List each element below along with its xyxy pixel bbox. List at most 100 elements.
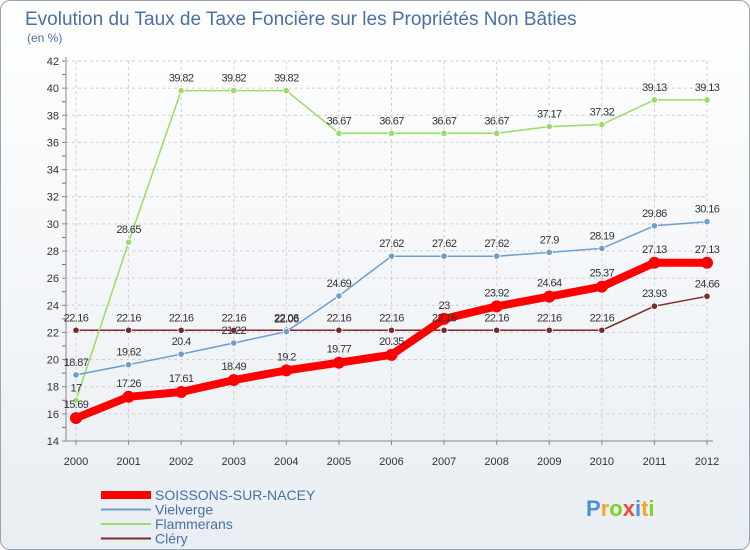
point-label-flammerans: 36.67 — [432, 115, 457, 127]
data-point-soissons-sur-nacey — [280, 364, 293, 377]
data-point-clery — [124, 326, 133, 334]
data-point-flammerans — [703, 96, 711, 104]
point-label-vielverge: 19.62 — [116, 347, 141, 359]
y-tick-label: 40 — [47, 83, 59, 95]
point-label-vielverge: 30.16 — [695, 204, 720, 216]
data-point-vielverge — [72, 371, 80, 379]
data-point-clery — [493, 326, 501, 334]
y-tick-label: 36 — [47, 137, 59, 149]
point-label-vielverge: 28.19 — [590, 230, 615, 242]
x-tick-label: 2007 — [432, 456, 456, 468]
legend-label: Flammerans — [155, 516, 233, 532]
data-point-soissons-sur-nacey — [175, 386, 188, 399]
legend-label: Vielverge — [155, 502, 213, 518]
point-label-soissons-sur-nacey: 24.64 — [537, 278, 562, 290]
point-label-clery: 22.16 — [537, 312, 562, 324]
data-point-clery — [440, 326, 448, 334]
point-label-vielverge: 24.69 — [327, 278, 352, 290]
data-point-soissons-sur-nacey — [701, 256, 713, 269]
data-point-flammerans — [650, 96, 659, 104]
data-point-flammerans — [282, 86, 290, 95]
legend-label: Cléry — [155, 531, 188, 547]
data-point-vielverge — [177, 350, 185, 358]
data-point-soissons-sur-nacey — [543, 290, 556, 303]
x-tick-label: 2012 — [695, 456, 719, 468]
point-label-clery: 22.16 — [116, 312, 141, 324]
point-label-clery: 22.16 — [64, 312, 89, 324]
x-tick-label: 2001 — [116, 456, 140, 468]
x-tick-label: 2006 — [379, 456, 403, 468]
data-point-flammerans — [493, 129, 501, 137]
series-group — [70, 86, 713, 425]
point-label-vielverge: 22.06 — [274, 314, 299, 326]
x-tick-label: 2010 — [590, 456, 614, 468]
point-label-flammerans: 39.13 — [642, 82, 667, 94]
data-point-soissons-sur-nacey — [438, 312, 451, 325]
point-labels: 22.16 22.16 22.16 22.16 22.06 22.16 22.16 22.16… — [64, 73, 721, 411]
point-label-vielverge: 21.22 — [221, 325, 246, 337]
proxiti-logo: Proxiti — [586, 496, 655, 521]
point-label-soissons-sur-nacey: 20.35 — [379, 336, 404, 348]
data-point-flammerans — [177, 86, 185, 95]
point-label-flammerans: 37.17 — [537, 109, 562, 121]
data-point-vielverge — [230, 339, 238, 347]
x-tick-label: 2004 — [274, 456, 298, 468]
data-point-vielverge — [440, 252, 448, 260]
point-label-vielverge: 27.62 — [379, 238, 404, 250]
point-label-flammerans: 39.82 — [274, 73, 299, 85]
data-point-soissons-sur-nacey — [595, 280, 608, 293]
point-label-clery: 22.06 — [274, 312, 299, 324]
data-point-clery — [335, 326, 343, 334]
x-tick-label: 2011 — [643, 456, 667, 468]
point-label-clery: 22.16 — [379, 312, 404, 324]
point-label-soissons-sur-nacey: 19.77 — [327, 344, 352, 356]
point-label-soissons-sur-nacey: 27.13 — [642, 244, 667, 256]
data-point-flammerans — [387, 129, 396, 137]
y-tick-label: 34 — [47, 165, 59, 177]
point-label-flammerans: 39.82 — [169, 73, 194, 85]
data-point-vielverge — [124, 361, 133, 369]
point-label-clery: 22.16 — [432, 312, 457, 324]
point-label-soissons-sur-nacey: 17.26 — [116, 378, 141, 390]
data-point-flammerans — [440, 129, 448, 137]
data-point-soissons-sur-nacey — [490, 300, 503, 313]
y-tick-label: 38 — [47, 110, 59, 122]
y-tick-label: 18 — [47, 382, 59, 394]
data-point-vielverge — [282, 328, 290, 336]
data-point-clery — [72, 326, 80, 334]
logo-letter: i — [635, 496, 641, 521]
y-tick-label: 24 — [47, 300, 59, 312]
logo-letter: o — [609, 496, 622, 521]
x-tick-label: 2002 — [169, 456, 193, 468]
y-tick-label: 16 — [47, 409, 59, 421]
data-point-soissons-sur-nacey — [227, 374, 240, 387]
data-point-vielverge — [335, 292, 343, 300]
axes: 14 16 18 20 22 24 26 28 30 32 34 36 38 40 42 2000 2001 20… — [47, 56, 719, 468]
logo-letter: t — [641, 496, 649, 521]
logo-letter: i — [648, 496, 654, 521]
point-label-flammerans: 36.67 — [327, 115, 352, 127]
point-label-soissons-sur-nacey: 18.49 — [221, 361, 246, 373]
data-point-flammerans — [545, 122, 553, 131]
data-point-vielverge — [598, 244, 606, 253]
data-point-clery — [230, 326, 238, 334]
point-label-soissons-sur-nacey: 19.2 — [277, 351, 296, 363]
data-point-clery — [650, 302, 659, 310]
point-label-flammerans: 36.67 — [484, 115, 509, 127]
data-point-clery — [703, 292, 711, 300]
y-tick-label: 14 — [47, 436, 59, 448]
point-label-soissons-sur-nacey: 25.37 — [590, 268, 615, 280]
data-point-clery — [177, 326, 185, 334]
point-label-vielverge: 20.4 — [172, 336, 191, 348]
data-point-vielverge — [703, 218, 711, 226]
point-label-soissons-sur-nacey: 23 — [439, 300, 451, 312]
logo-letter: P — [586, 496, 601, 521]
chart-title: Evolution du Taux de Taxe Foncière sur l… — [25, 9, 577, 30]
point-label-vielverge: 27.62 — [432, 238, 457, 250]
point-label-soissons-sur-nacey: 27.13 — [695, 244, 720, 256]
point-label-vielverge: 18.87 — [64, 357, 89, 369]
point-label-clery: 23.93 — [642, 288, 667, 300]
x-tick-label: 2000 — [64, 456, 88, 468]
legend: SOISSONS-SUR-NACEYVielvergeFlammeransClé… — [101, 487, 316, 547]
point-label-flammerans: 36.67 — [379, 115, 404, 127]
